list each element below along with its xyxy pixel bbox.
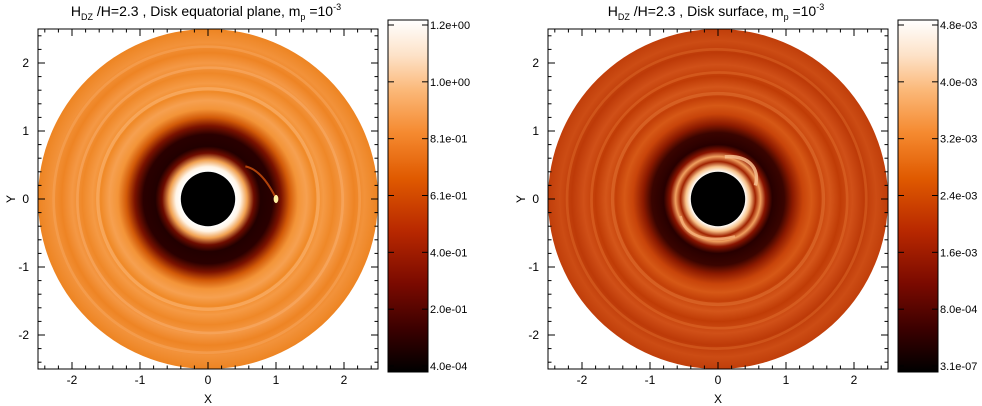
x-tick-label: 0 [205, 373, 212, 387]
panel-title: HDZ /H=2.3 , Disk equatorial plane, mp =… [71, 2, 341, 22]
disk-image [38, 29, 378, 369]
x-tick-label: 1 [273, 373, 280, 387]
colorbar-tick-label: 4.0e-03 [940, 77, 977, 89]
colorbar-tick-label: 1.0e+00 [430, 77, 470, 89]
colorbar-gradient [897, 19, 939, 373]
panel-title: HDZ /H=2.3 , Disk surface, mp =10-3 [608, 2, 824, 22]
y-tick-label: -2 [528, 328, 539, 342]
y-tick-label: 2 [22, 56, 29, 70]
colorbar: 1.2e+00 1.0e+00 8.1e-01 6.1e-01 4.0e-01 2.0e-… [387, 19, 470, 373]
colorbar-tick-label: 2.4e-03 [940, 191, 977, 203]
faint-ring [96, 87, 320, 311]
x-tick-label: -2 [577, 373, 588, 387]
x-tick-label: 2 [341, 373, 348, 387]
y-tick-label: 2 [532, 56, 539, 70]
y-ticks: -2 -1 0 1 2 [528, 35, 888, 363]
heatmap-plot: -2 -1 0 1 2 -2 -1 0 1 2 X Y [4, 28, 379, 406]
heatmap-plot: -2 -1 0 1 2 -2 -1 0 1 2 X Y [514, 28, 889, 406]
colorbar-tick-label: 3.2e-03 [940, 134, 977, 146]
faint-ring [76, 66, 345, 335]
colorbar-tick-label: 1.2e+00 [430, 20, 470, 32]
y-axis-label: Y [4, 195, 18, 203]
colorbar-tick-label: 6.1e-01 [430, 191, 467, 203]
x-axis-label: X [204, 392, 212, 406]
colorbar-tick-label: 4.0e-04 [430, 361, 467, 373]
disk-image [548, 29, 888, 369]
y-tick-label: -1 [528, 260, 539, 274]
x-tick-label: -1 [135, 373, 146, 387]
y-tick-label: 0 [532, 192, 539, 206]
x-ticks: -2 -1 0 1 2 [554, 29, 882, 387]
faint-ring [565, 48, 868, 350]
x-tick-label: -2 [67, 373, 78, 387]
faint-ring [590, 71, 849, 330]
y-tick-label: 1 [22, 124, 29, 138]
colorbar-tick-label: 8.0e-04 [940, 304, 977, 316]
y-tick-label: 1 [532, 124, 539, 138]
colorbar: 4.8e-03 4.0e-03 3.2e-03 2.4e-03 1.6e-03 8.0e-… [897, 19, 977, 373]
y-axis-label: Y [514, 195, 528, 203]
faint-ring [610, 91, 826, 307]
colorbar-tick-label: 8.1e-01 [430, 134, 467, 146]
colorbar-gradient [387, 19, 429, 373]
panel-right: HDZ /H=2.3 , Disk surface, mp =10-3 -2 -1… [514, 2, 977, 406]
x-tick-label: 0 [715, 373, 722, 387]
x-tick-label: -1 [645, 373, 656, 387]
x-ticks: -2 -1 0 1 2 [44, 29, 372, 387]
spiral-arm [679, 215, 736, 241]
colorbar-tick-label: 2.0e-01 [430, 304, 467, 316]
inner-hole [180, 171, 236, 227]
x-tick-label: 1 [783, 373, 790, 387]
planet-wake [245, 165, 276, 197]
colorbar-tick-label: 4.8e-03 [940, 20, 977, 32]
panel-left: HDZ /H=2.3 , Disk equatorial plane, mp =… [4, 2, 470, 406]
y-tick-label: -1 [18, 260, 29, 274]
colorbar-tick-label: 1.6e-03 [940, 247, 977, 259]
x-tick-label: 2 [851, 373, 858, 387]
colorbar-tick-label: 3.1e-07 [940, 361, 977, 373]
spiral-arm [724, 155, 759, 186]
x-axis-label: X [714, 392, 722, 406]
inner-hole [690, 171, 746, 227]
colorbar-tick-label: 4.0e-01 [430, 247, 467, 259]
faint-ring [52, 45, 362, 355]
y-tick-label: -2 [18, 328, 29, 342]
y-tick-label: 0 [22, 192, 29, 206]
planet-marker [273, 194, 279, 204]
y-ticks: -2 -1 0 1 2 [18, 35, 378, 363]
